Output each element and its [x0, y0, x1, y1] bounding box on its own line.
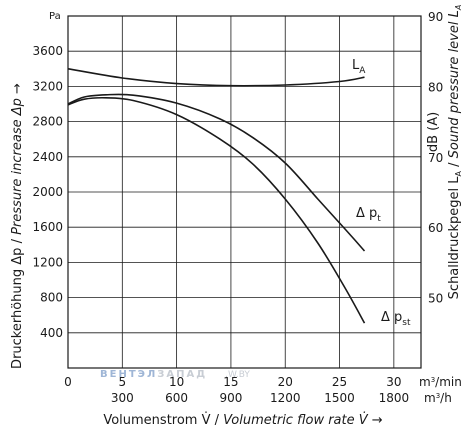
watermark: ВЕНТЭЛЗАПАД .W.BY [100, 369, 250, 380]
y-right-tick-label: 90 [428, 10, 443, 24]
x-tick-label: 25 [332, 375, 347, 389]
x-secondary-tick-label: 1800 [379, 391, 410, 405]
series-line-la [67, 68, 365, 87]
y-left-tick-label: 3600 [32, 44, 63, 58]
x-secondary-tick-label: 600 [165, 391, 188, 405]
x-secondary-tick-label: 900 [219, 391, 242, 405]
series-label-pt: Δ pt [356, 206, 381, 224]
x-tick-label: 30 [386, 375, 401, 389]
curves [67, 68, 366, 324]
y-left-tick-label: 800 [40, 291, 63, 305]
y-left-tick-label: 1600 [32, 220, 63, 234]
y-left-axis-title: Druckerhöhung Δp / Pressure increase Δp … [10, 83, 25, 369]
series-line-pst [67, 96, 366, 324]
x-secondary-tick-label: 300 [111, 391, 134, 405]
y-right-tick-label: 60 [428, 221, 443, 235]
x-secondary-tick-label: 1200 [270, 391, 301, 405]
y-right-tick-label: 50 [428, 292, 443, 306]
y-left-tick-label: 2400 [32, 150, 63, 164]
x-tick-label: 5 [118, 375, 126, 389]
series-label-la: LA [352, 58, 366, 76]
y-left-tick-label: 2800 [32, 115, 63, 129]
x-secondary-unit: m3/h [424, 391, 452, 405]
y-right-tick-label: 70 [428, 151, 443, 165]
y-left-unit: Pa [49, 11, 61, 22]
y-right-axis-title: Schalldruckpegel LA / Sound pressure lev… [447, 5, 463, 300]
x-tick-label: 10 [169, 375, 184, 389]
tick-labels: 0 5 10 15 20 25 30 300 600 900 1200 1500 1800 400 800 1… [32, 10, 443, 405]
x-tick-label: 0 [64, 375, 72, 389]
series-line-pt [67, 93, 366, 252]
y-right-tick-label: 80 [428, 80, 443, 94]
x-axis-title: Volumenstrom V̇ / Volumetric flow rate V… [103, 413, 382, 428]
grid [68, 16, 421, 368]
x-secondary-tick-label: 1500 [324, 391, 355, 405]
y-left-tick-label: 1200 [32, 255, 63, 269]
plot-frame [67, 15, 422, 369]
y-left-tick-label: 3200 [32, 79, 63, 93]
y-left-tick-label: 400 [40, 326, 63, 340]
x-tick-label: 15 [223, 375, 238, 389]
x-primary-unit: m3/min [419, 375, 462, 389]
series-label-pst: Δ pst [381, 310, 411, 328]
y-right-unit: dB (A) [426, 112, 441, 152]
y-left-tick-label: 2000 [32, 185, 63, 199]
x-tick-label: 20 [278, 375, 293, 389]
